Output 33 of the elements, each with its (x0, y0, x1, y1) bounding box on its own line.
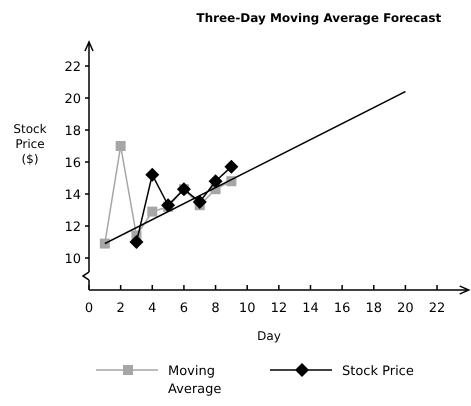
x-tick-label: 16 (334, 301, 350, 316)
point (208, 174, 223, 188)
y-tick-label: 12 (64, 220, 81, 235)
legend-label: Stock Price (342, 364, 414, 379)
x-axis-title: Day (257, 329, 281, 343)
y-tick-label: 18 (64, 124, 81, 139)
point (192, 195, 207, 209)
x-tick-label: 14 (302, 301, 319, 316)
y-tick-label: 20 (64, 92, 81, 107)
x-tick-label: 2 (116, 301, 125, 316)
y-tick-label: 14 (64, 188, 81, 203)
y-tick-label: 10 (64, 252, 81, 267)
x-tick-label: 20 (397, 301, 414, 316)
x-tick-label: 8 (211, 301, 220, 316)
point (145, 168, 160, 182)
x-tick-label: 18 (365, 301, 382, 316)
x-tick-label: 10 (238, 301, 256, 316)
x-tick-label: 6 (180, 301, 188, 316)
point (161, 198, 176, 212)
chart-title: Three-Day Moving Average Forecast (196, 11, 442, 25)
y-tick-label: 22 (64, 60, 81, 75)
point (224, 160, 238, 174)
x-tick-label: 22 (428, 301, 446, 316)
point (100, 238, 110, 249)
point (129, 235, 144, 249)
point (147, 206, 158, 217)
x-tick-label: 12 (270, 301, 288, 316)
y-tick-label: 16 (64, 156, 81, 171)
y-axis-title: Stock Price ($) (13, 122, 47, 166)
x-tick-label: 4 (148, 301, 156, 316)
x-tick-label: 0 (84, 301, 94, 316)
legend-label: Moving Average (168, 364, 222, 397)
point (116, 141, 126, 151)
